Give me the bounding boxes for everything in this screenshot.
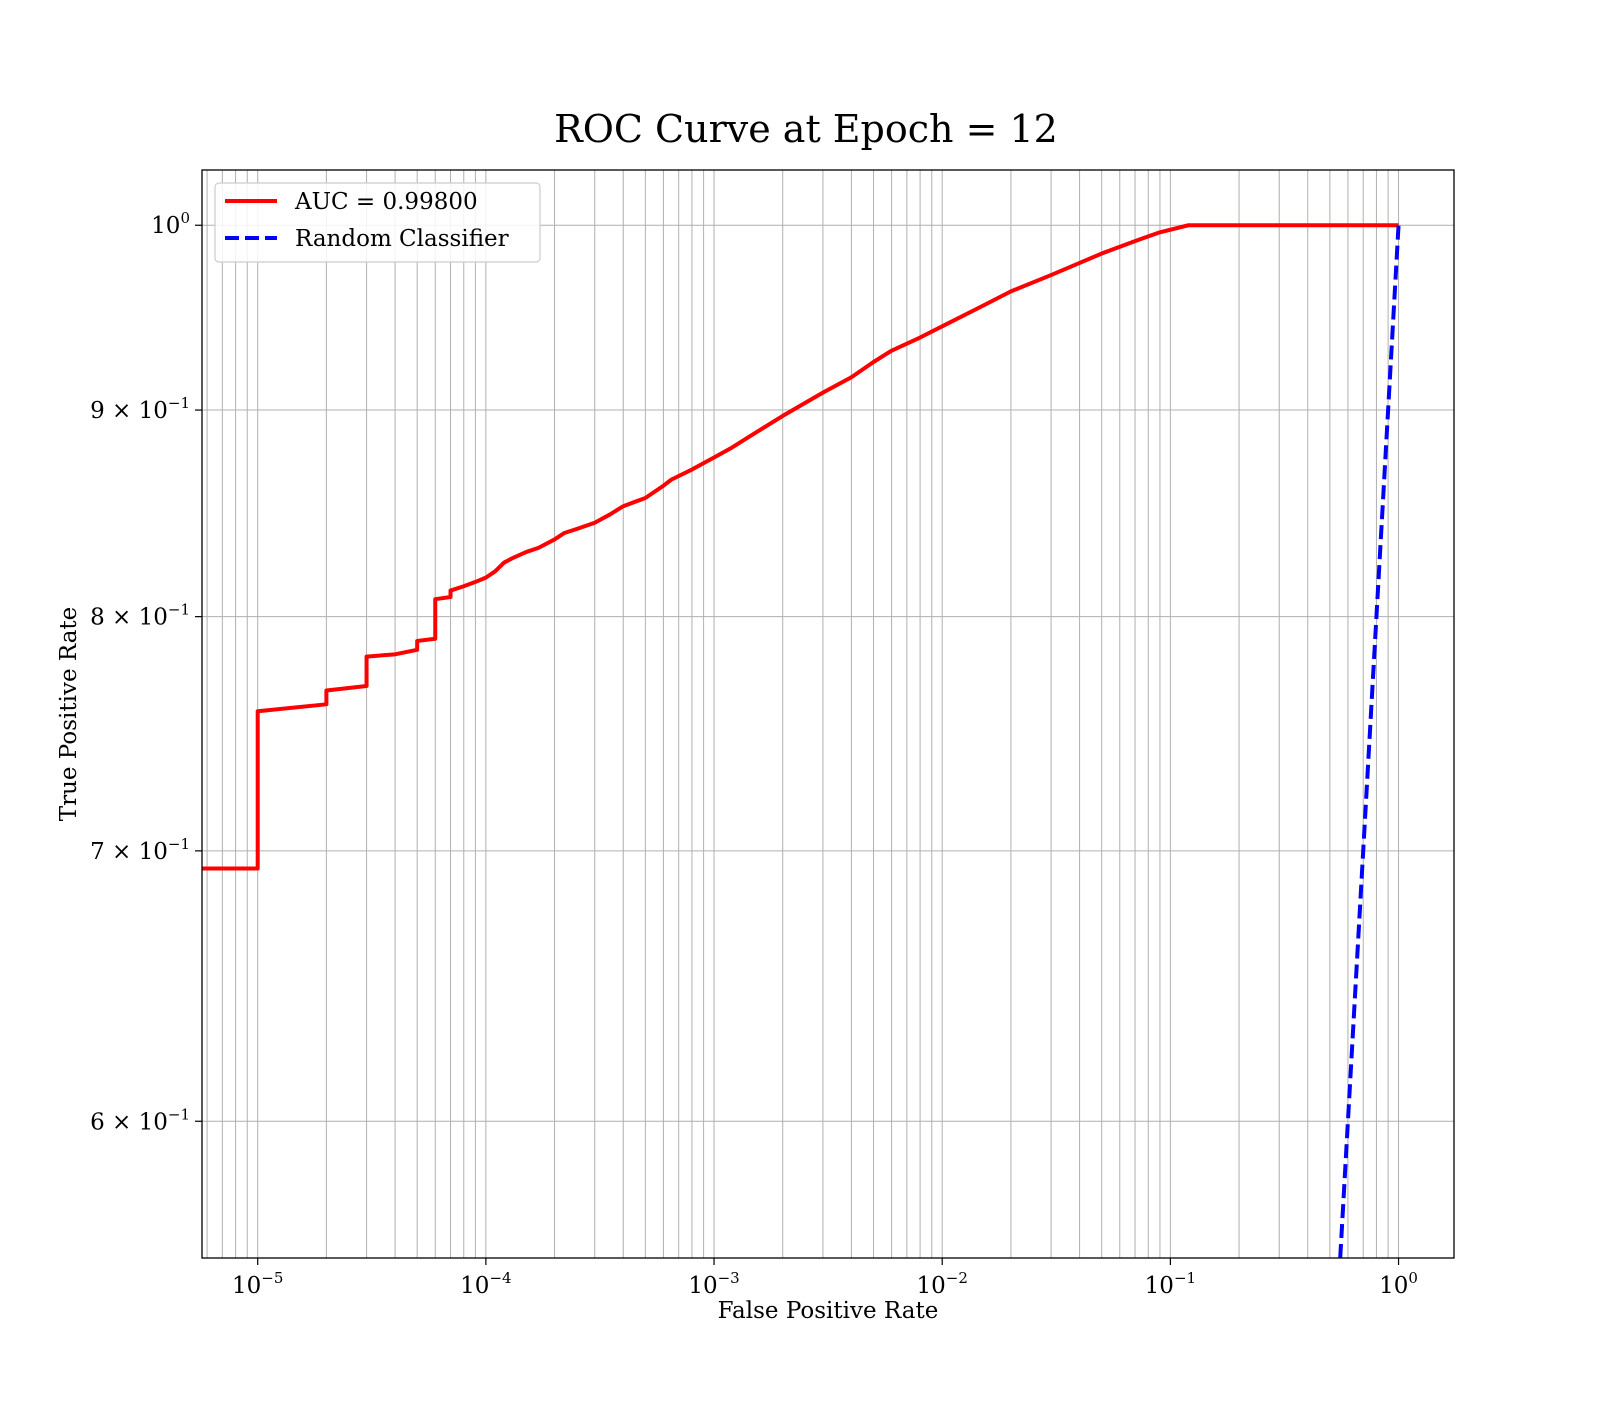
y-tick-label: 6 × 10−1 [90,1105,190,1135]
x-tick-label: 100 [1379,1269,1418,1299]
random-classifier-line [1338,225,1401,1259]
x-axis-label: False Positive Rate [718,1298,939,1324]
plot-frame [201,169,1455,1259]
y-tick-label: 9 × 10−1 [90,394,190,424]
legend-label-random-classifier: Random Classifier [295,226,509,252]
y-tick-label: 100 [151,209,190,239]
series-lines [202,223,1401,1259]
y-tick-label: 7 × 10−1 [90,835,190,865]
legend-label-auc: AUC = 0.99800 [294,189,478,215]
chart-title: ROC Curve at Epoch = 12 [554,107,1058,151]
y-tick-label: 8 × 10−1 [90,601,190,631]
x-tick-label: 10−4 [460,1269,511,1299]
plot-area [201,169,1455,1259]
roc-curve-line [202,223,1399,871]
legend: AUC = 0.99800 Random Classifier [214,182,541,263]
x-tick-label: 10−3 [688,1269,739,1299]
y-axis-label: True Positive Rate [56,607,82,822]
x-axis-ticks: 10−5 10−4 10−3 10−2 10−1 100 [232,1258,1418,1299]
x-tick-label: 10−1 [1145,1269,1196,1299]
grid-lines [202,170,1454,1258]
legend-box [214,182,541,263]
x-tick-label: 10−2 [917,1269,968,1299]
y-axis-ticks: 100 9 × 10−1 8 × 10−1 7 × 10−1 6 × 10−1 [90,209,202,1135]
x-tick-label: 10−5 [232,1269,283,1299]
